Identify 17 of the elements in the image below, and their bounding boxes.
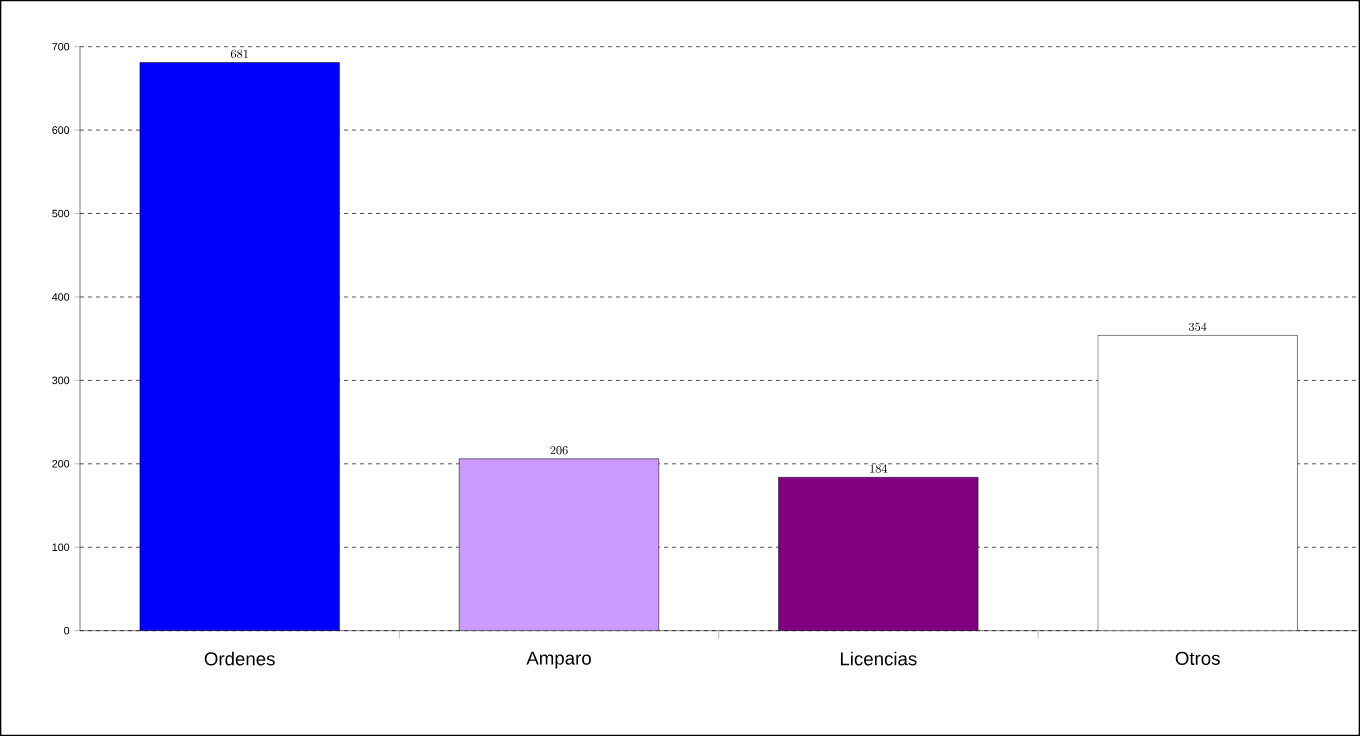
y-tick-label: 100 [52,543,70,552]
data-label: 206 [550,446,568,455]
y-tick-label: 700 [52,42,70,51]
y-tick-label: 300 [52,376,70,385]
x-tick-label: Ordenes [204,651,275,666]
x-tick-label: Licencias [840,651,917,666]
x-tick-label: Amparo [526,651,591,669]
data-label: 354 [1188,322,1207,331]
x-tick-label: Otros [1175,651,1220,665]
bar [139,62,340,631]
y-tick-label: 200 [52,460,70,468]
data-label: 184 [870,464,888,473]
y-tick-label: 0 [64,626,70,635]
y-tick-label: 500 [52,209,70,218]
y-tick-label: 600 [52,126,70,134]
y-tick-label: 400 [52,293,70,301]
data-label: 681 [230,49,248,59]
